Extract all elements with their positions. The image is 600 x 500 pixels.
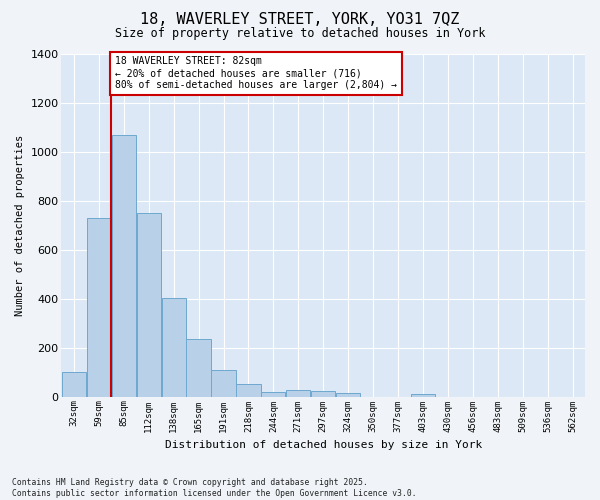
Text: 18 WAVERLEY STREET: 82sqm
← 20% of detached houses are smaller (716)
80% of semi: 18 WAVERLEY STREET: 82sqm ← 20% of detac… [115, 56, 397, 90]
Text: 18, WAVERLEY STREET, YORK, YO31 7QZ: 18, WAVERLEY STREET, YORK, YO31 7QZ [140, 12, 460, 28]
X-axis label: Distribution of detached houses by size in York: Distribution of detached houses by size … [164, 440, 482, 450]
Bar [311, 392, 335, 396]
Bar [211, 370, 236, 396]
Bar [261, 392, 286, 396]
Bar [411, 394, 435, 396]
Bar [137, 213, 161, 396]
Bar [161, 298, 186, 396]
Bar [236, 384, 260, 396]
Y-axis label: Number of detached properties: Number of detached properties [15, 134, 25, 316]
Bar [87, 218, 111, 396]
Bar [187, 339, 211, 396]
Bar [62, 372, 86, 396]
Bar [336, 393, 360, 396]
Bar [286, 390, 310, 396]
Text: Contains HM Land Registry data © Crown copyright and database right 2025.
Contai: Contains HM Land Registry data © Crown c… [12, 478, 416, 498]
Bar [112, 135, 136, 396]
Text: Size of property relative to detached houses in York: Size of property relative to detached ho… [115, 28, 485, 40]
